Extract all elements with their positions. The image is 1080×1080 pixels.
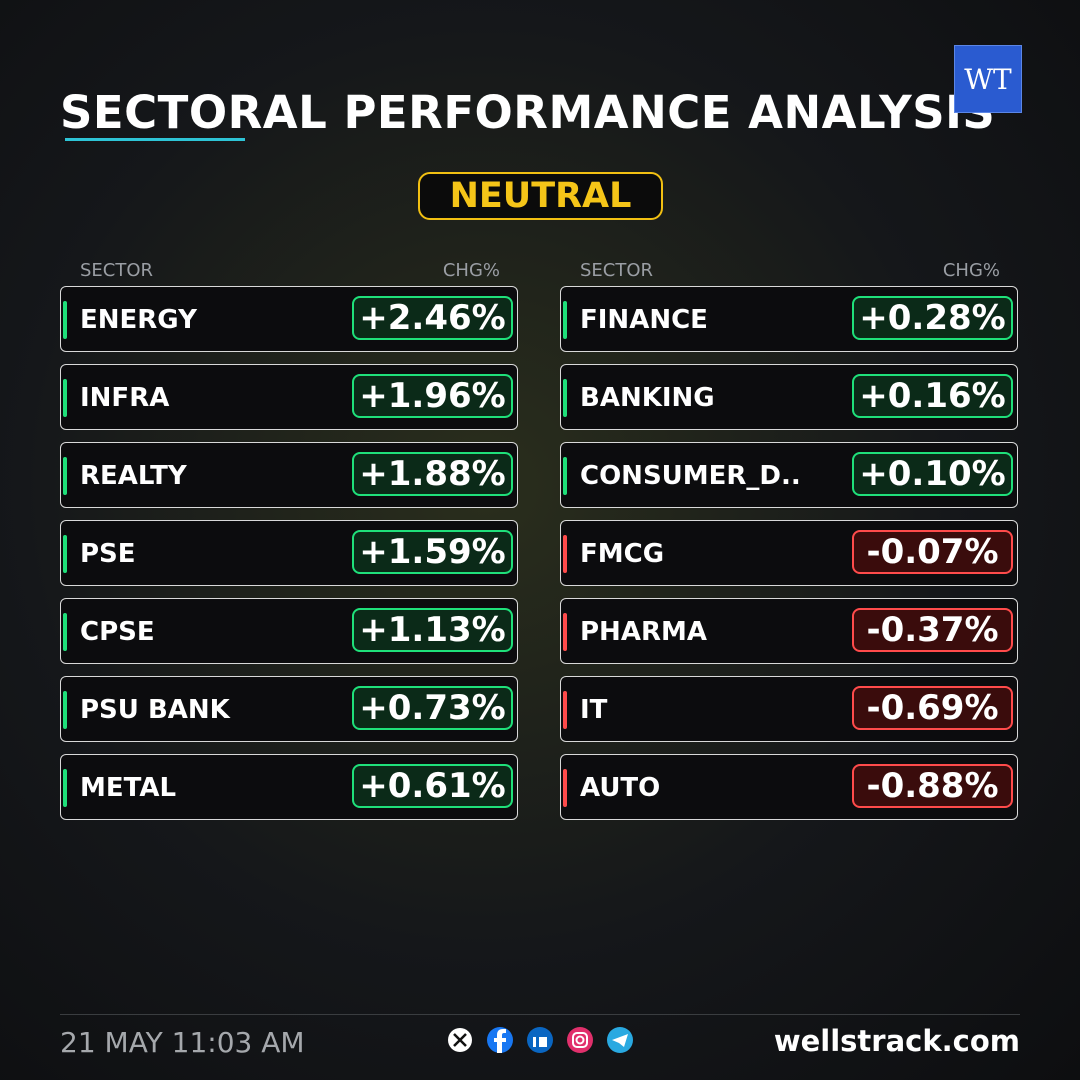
trend-indicator xyxy=(563,457,567,495)
social-icons xyxy=(448,1027,633,1053)
sentiment-badge: NEUTRAL xyxy=(418,172,663,220)
trend-indicator xyxy=(63,613,67,651)
footer-date: 21 MAY 11:03 AM xyxy=(60,1026,305,1059)
sector-row: BANKING +0.16% xyxy=(560,364,1018,430)
sector-name: CONSUMER_D.. xyxy=(580,461,801,491)
linkedin-glyph xyxy=(533,1037,536,1047)
change-value: +0.28% xyxy=(852,296,1013,340)
sector-name: CPSE xyxy=(80,617,155,647)
change-value: -0.07% xyxy=(852,530,1013,574)
sector-row: FMCG -0.07% xyxy=(560,520,1018,586)
column-header: CHG% xyxy=(442,260,500,281)
facebook-glyph xyxy=(494,1029,506,1053)
column-header: SECTOR xyxy=(580,260,654,281)
sector-name: BANKING xyxy=(580,383,715,413)
change-value: -0.88% xyxy=(852,764,1013,808)
change-value: -0.69% xyxy=(852,686,1013,730)
trend-indicator xyxy=(63,691,67,729)
sector-row: INFRA +1.96% xyxy=(60,364,518,430)
telegram-glyph xyxy=(612,1034,628,1047)
trend-indicator xyxy=(63,535,67,573)
trend-indicator xyxy=(563,301,567,339)
sector-name: FMCG xyxy=(580,539,665,569)
sector-name: PHARMA xyxy=(580,617,707,647)
sector-row: ENERGY +2.46% xyxy=(60,286,518,352)
change-value: +2.46% xyxy=(352,296,513,340)
trend-indicator xyxy=(63,769,67,807)
change-value: +1.59% xyxy=(352,530,513,574)
column-header: SECTOR xyxy=(80,260,154,281)
trend-indicator xyxy=(63,457,67,495)
trend-indicator xyxy=(63,301,67,339)
trend-indicator xyxy=(563,379,567,417)
trend-indicator xyxy=(563,691,567,729)
instagram-glyph xyxy=(575,1035,585,1045)
change-value: +1.88% xyxy=(352,452,513,496)
sector-name: FINANCE xyxy=(580,305,708,335)
sector-row: PSE +1.59% xyxy=(60,520,518,586)
column-header: CHG% xyxy=(942,260,1000,281)
trend-indicator xyxy=(563,613,567,651)
change-value: +0.16% xyxy=(852,374,1013,418)
change-value: +1.96% xyxy=(352,374,513,418)
sector-name: METAL xyxy=(80,773,177,803)
sector-name: IT xyxy=(580,695,608,725)
sector-row: IT -0.69% xyxy=(560,676,1018,742)
instagram-glyph xyxy=(572,1032,588,1048)
sector-name: AUTO xyxy=(580,773,661,803)
trend-indicator xyxy=(563,535,567,573)
sector-row: AUTO -0.88% xyxy=(560,754,1018,820)
linkedin-glyph xyxy=(539,1037,547,1047)
sector-row: REALTY +1.88% xyxy=(60,442,518,508)
sector-row: CPSE +1.13% xyxy=(60,598,518,664)
x-glyph xyxy=(453,1033,467,1047)
instagram-icon[interactable] xyxy=(567,1027,593,1053)
change-value: +1.13% xyxy=(352,608,513,652)
sector-row: FINANCE +0.28% xyxy=(560,286,1018,352)
change-value: +0.10% xyxy=(852,452,1013,496)
footer-site[interactable]: wellstrack.com xyxy=(773,1024,1020,1058)
change-value: +0.73% xyxy=(352,686,513,730)
sector-row: METAL +0.61% xyxy=(60,754,518,820)
change-value: +0.61% xyxy=(352,764,513,808)
sector-row: PSU BANK +0.73% xyxy=(60,676,518,742)
sector-name: ENERGY xyxy=(80,305,197,335)
sector-row: PHARMA -0.37% xyxy=(560,598,1018,664)
change-value: -0.37% xyxy=(852,608,1013,652)
sector-name: INFRA xyxy=(80,383,170,413)
footer-divider xyxy=(60,1014,1020,1015)
sector-row: CONSUMER_D.. +0.10% xyxy=(560,442,1018,508)
sector-name: PSU BANK xyxy=(80,695,230,725)
sector-name: PSE xyxy=(80,539,136,569)
trend-indicator xyxy=(63,379,67,417)
sector-name: REALTY xyxy=(80,461,187,491)
trend-indicator xyxy=(563,769,567,807)
title-underline xyxy=(65,138,245,141)
title: SECTORAL PERFORMANCE ANALYSIS xyxy=(60,86,996,139)
logo: WT xyxy=(954,45,1022,113)
